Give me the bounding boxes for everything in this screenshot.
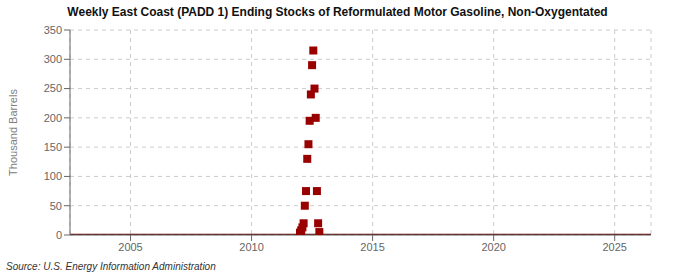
svg-text:250: 250: [44, 82, 62, 94]
svg-text:2020: 2020: [481, 241, 505, 253]
svg-text:350: 350: [44, 24, 62, 36]
svg-text:2010: 2010: [239, 241, 263, 253]
svg-text:2015: 2015: [360, 241, 384, 253]
html-text:Source: U.S. Energy Informatio: Source: U.S. Energy Information Administ…: [6, 261, 216, 272]
svg-text:100: 100: [44, 170, 62, 182]
svg-text:2005: 2005: [118, 241, 142, 253]
svg-text:0: 0: [56, 229, 62, 241]
svg-text:Thousand Barrels: Thousand Barrels: [8, 89, 19, 176]
svg-text:300: 300: [44, 53, 62, 65]
svg-text:2025: 2025: [602, 241, 626, 253]
svg-text:50: 50: [50, 200, 62, 212]
html-text:Weekly East Coast (PADD 1) End: Weekly East Coast (PADD 1) Ending Stocks…: [67, 5, 608, 19]
svg-text:150: 150: [44, 141, 62, 153]
svg-text:200: 200: [44, 112, 62, 124]
